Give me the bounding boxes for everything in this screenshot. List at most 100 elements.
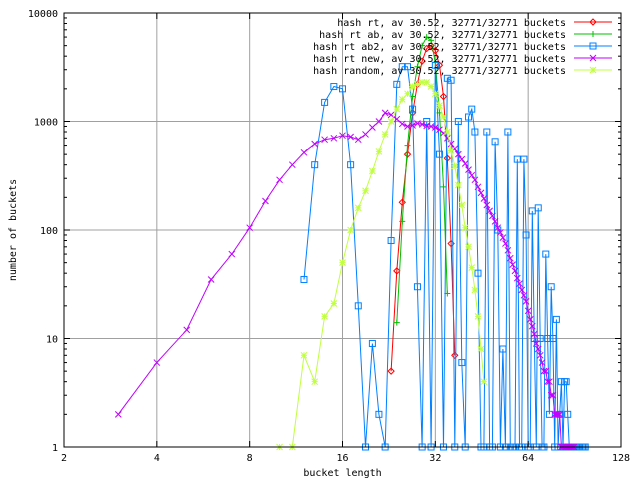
data-point xyxy=(419,42,426,49)
series-line xyxy=(117,112,574,448)
data-point xyxy=(465,166,472,173)
data-point xyxy=(403,150,412,158)
data-point xyxy=(311,161,319,169)
data-point xyxy=(409,122,416,129)
data-point xyxy=(387,237,395,245)
data-point xyxy=(552,315,560,323)
data-point xyxy=(516,280,523,288)
data-point xyxy=(489,212,496,220)
data-point xyxy=(465,243,472,251)
data-point xyxy=(207,276,215,283)
legend-swatch-marker xyxy=(589,42,597,50)
data-point xyxy=(330,134,338,142)
data-point xyxy=(549,335,557,342)
data-point xyxy=(399,218,406,225)
x-tick-label: 8 xyxy=(247,453,253,464)
data-point xyxy=(404,123,411,130)
data-point xyxy=(300,148,308,156)
data-point xyxy=(534,345,542,353)
data-point xyxy=(114,410,122,418)
x-tick-label: 2 xyxy=(61,453,67,464)
data-point xyxy=(404,63,412,71)
data-point xyxy=(528,322,536,330)
grid-lines xyxy=(64,13,621,447)
data-point xyxy=(451,351,459,360)
y-tick-label: 100 xyxy=(40,226,58,237)
data-point xyxy=(520,155,528,163)
x-tick-label: 4 xyxy=(154,453,160,464)
data-point xyxy=(427,83,435,90)
data-point xyxy=(447,76,455,84)
y-axis-label: number of buckets xyxy=(8,179,19,281)
data-point xyxy=(474,183,482,191)
data-point xyxy=(362,187,369,195)
x-tick-label: 128 xyxy=(612,453,630,464)
data-point xyxy=(477,189,485,197)
data-point xyxy=(436,102,443,109)
data-point xyxy=(321,98,329,106)
data-point xyxy=(440,183,447,190)
data-point xyxy=(461,224,469,232)
data-point xyxy=(562,378,570,386)
data-point xyxy=(497,229,504,236)
data-point xyxy=(483,201,491,209)
data-point xyxy=(546,378,553,386)
y-tick-label: 1 xyxy=(52,443,58,454)
data-point xyxy=(547,391,555,399)
data-point xyxy=(522,297,530,305)
data-point xyxy=(398,198,406,207)
y-tick-label: 10 xyxy=(46,335,58,346)
data-point xyxy=(418,78,426,86)
data-point xyxy=(480,195,488,202)
data-point xyxy=(518,286,526,294)
data-point xyxy=(393,105,401,113)
data-point xyxy=(300,351,308,359)
legend-label: hash rt, av 30.52, 32771/32771 buckets xyxy=(337,18,566,29)
data-point xyxy=(547,283,555,291)
data-point xyxy=(451,162,459,170)
data-point xyxy=(474,269,482,277)
data-point xyxy=(422,44,431,53)
y-tick-label: 1000 xyxy=(34,118,58,129)
data-point xyxy=(398,63,406,71)
data-point xyxy=(454,181,462,189)
data-point xyxy=(354,136,362,144)
data-point xyxy=(288,161,296,169)
data-point xyxy=(330,300,338,307)
data-point xyxy=(545,410,553,418)
data-point xyxy=(506,254,514,262)
data-point xyxy=(474,312,482,320)
legend: hash rt, av 30.52, 32771/32771 bucketsha… xyxy=(313,18,612,77)
data-point xyxy=(499,234,507,242)
data-point xyxy=(387,367,395,375)
data-point xyxy=(381,109,389,117)
data-point xyxy=(471,128,479,136)
series-line xyxy=(396,36,448,323)
data-point xyxy=(532,340,540,347)
data-point xyxy=(423,34,430,41)
data-point xyxy=(468,264,476,271)
data-point xyxy=(461,160,469,167)
data-point xyxy=(454,150,462,158)
data-point xyxy=(435,61,444,69)
x-axis-label: bucket length xyxy=(303,468,381,479)
data-point xyxy=(404,90,411,98)
data-point xyxy=(509,261,517,268)
x-tick-label: 32 xyxy=(429,453,441,464)
data-point xyxy=(471,176,479,184)
data-point xyxy=(454,118,462,125)
data-point xyxy=(311,378,319,386)
data-point xyxy=(480,378,488,386)
data-point xyxy=(228,250,236,258)
data-point xyxy=(431,124,439,131)
data-point xyxy=(393,80,401,88)
data-point xyxy=(339,259,346,267)
data-point xyxy=(447,147,455,154)
data-point xyxy=(458,201,466,209)
data-point xyxy=(538,359,546,366)
data-point xyxy=(542,367,550,375)
data-point xyxy=(443,154,452,162)
data-point xyxy=(153,359,161,366)
data-point xyxy=(393,115,401,123)
